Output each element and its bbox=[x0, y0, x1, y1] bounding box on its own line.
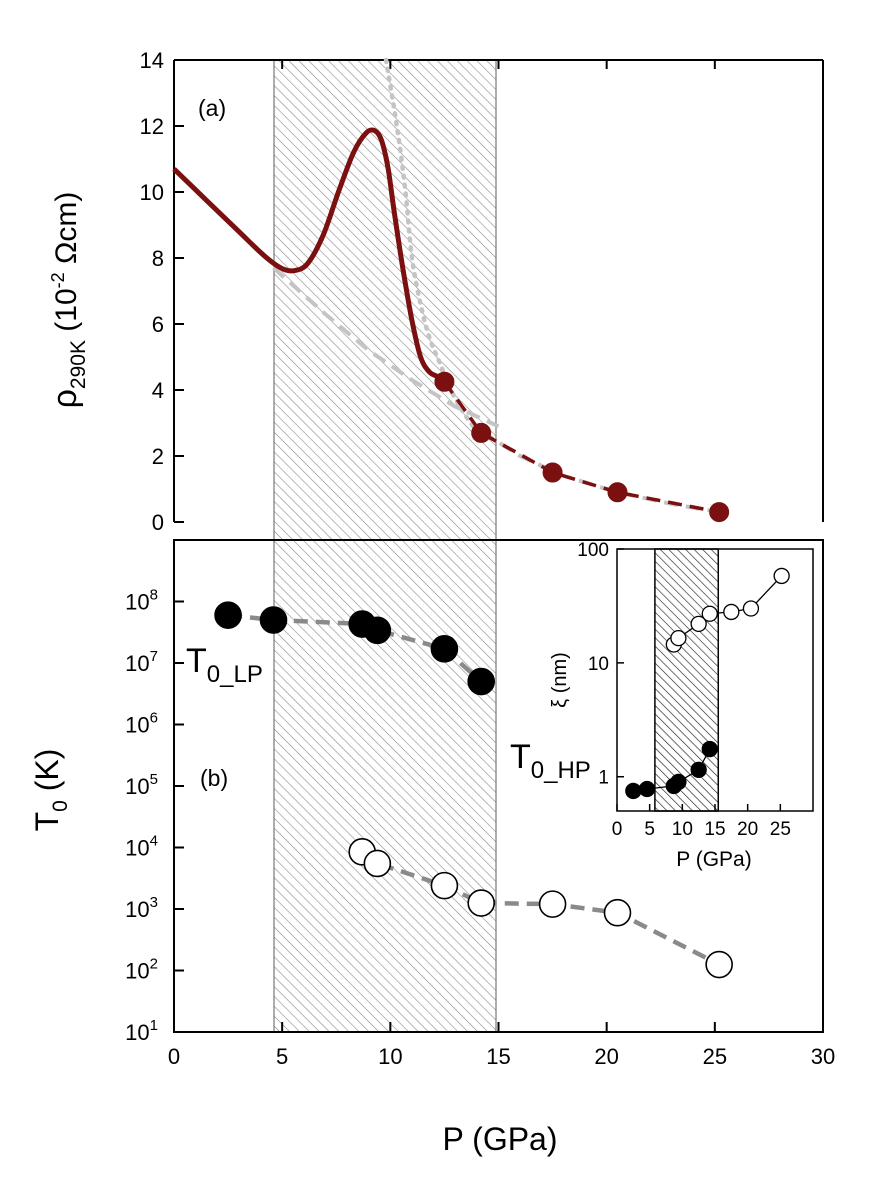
panel-b-point-T0_HP bbox=[705, 950, 733, 979]
panel-a-y-tick-label: 14 bbox=[140, 48, 164, 73]
panel-a-y-tick-label: 4 bbox=[152, 378, 164, 403]
inset-point-LP bbox=[625, 782, 642, 800]
x-tick-label: 30 bbox=[811, 1044, 835, 1069]
panel-b-y-tick-label: 103 bbox=[125, 894, 158, 922]
panel-a: 0 2 4 6 8 10 12 14 (a) ρ290K (10-2 Ωcm) bbox=[46, 48, 824, 535]
panel-a-series-line-high-pressure-fit bbox=[480, 429, 720, 515]
inset-point-LP bbox=[690, 761, 707, 778]
panel-b-label: (b) bbox=[200, 765, 228, 791]
panel-b-y-tick-label: 105 bbox=[125, 771, 158, 799]
inset-point-HP bbox=[723, 603, 740, 621]
x-tick-label: 5 bbox=[276, 1044, 288, 1069]
inset-y-tick-label: 100 bbox=[577, 540, 609, 561]
panel-a-data-point bbox=[434, 371, 455, 392]
panel-a-label: (a) bbox=[198, 95, 226, 121]
panel-a-y-tick-label: 8 bbox=[152, 246, 164, 271]
panel-b-point-T0_LP bbox=[259, 606, 288, 634]
inset-x-axis-label: P (GPa) bbox=[676, 848, 751, 871]
panel-b-point-T0_LP bbox=[363, 616, 392, 645]
shaded-pressure-region bbox=[273, 59, 497, 1033]
inset-point-HP bbox=[670, 629, 687, 647]
inset-y-tick-label: 1 bbox=[598, 768, 609, 789]
panel-a-y-tick-label: 10 bbox=[140, 180, 164, 205]
x-tick-label: 20 bbox=[594, 1044, 618, 1069]
panel-b-point-T0_LP bbox=[467, 667, 495, 696]
x-tick-label: 25 bbox=[703, 1044, 727, 1069]
panel-b-point-T0_HP bbox=[538, 890, 567, 918]
inset-point-HP bbox=[742, 600, 760, 617]
panel-b-point-T0_HP bbox=[603, 898, 632, 927]
inset-x-tick-label: 20 bbox=[737, 819, 758, 840]
panel-b-point-T0_HP bbox=[467, 889, 495, 917]
inset-x-tick-label: 10 bbox=[672, 819, 693, 840]
x-tick-label: 0 bbox=[168, 1044, 180, 1069]
panel-b-point-T0_HP bbox=[430, 871, 459, 900]
x-axis-label: P (GPa) bbox=[443, 1121, 558, 1157]
panel-b-y-tick-label: 104 bbox=[125, 833, 158, 861]
panel-a-data-point bbox=[709, 502, 730, 523]
inset-y-tick-label: 10 bbox=[588, 654, 609, 675]
x-tick-label: 15 bbox=[486, 1044, 510, 1069]
panel-a-y-tick-label: 6 bbox=[152, 312, 164, 337]
panel-a-y-axis-label: ρ290K (10-2 Ωcm) bbox=[46, 192, 90, 409]
inset-x-tick-label: 15 bbox=[704, 819, 725, 840]
x-tick-label: 10 bbox=[378, 1044, 402, 1069]
inset-panel: 1 10 100 0 5 10 15 20 25 ξ (nm) P (GPa) bbox=[549, 540, 814, 871]
panel-a-series-line-low-pressure-extrapolation bbox=[272, 266, 500, 429]
inset-x-tick-label: 0 bbox=[612, 819, 623, 840]
inset-point-LP bbox=[638, 780, 656, 798]
inset-point-LP bbox=[701, 740, 718, 758]
t0-lp-label: T0_LP bbox=[186, 642, 263, 688]
panel-b-point-T0_LP bbox=[430, 635, 459, 663]
inset-point-HP bbox=[701, 605, 718, 622]
inset-point-HP bbox=[773, 567, 790, 585]
panel-b-y-tick-label: 106 bbox=[125, 710, 158, 738]
panel-a-data-point bbox=[607, 482, 628, 503]
panel-a-y-tick-label: 2 bbox=[152, 444, 164, 469]
panel-a-y-tick-label: 12 bbox=[140, 114, 164, 139]
inset-x-tick-label: 5 bbox=[644, 819, 655, 840]
panel-b-y-tick-label: 101 bbox=[125, 1017, 158, 1045]
panel-b-y-tick-label: 107 bbox=[125, 648, 158, 676]
panel-b-y-axis-label: T0 (K) bbox=[29, 749, 72, 832]
panel-a-y-tick-label: 0 bbox=[152, 510, 164, 535]
panel-b-y-tick-label: 102 bbox=[125, 956, 158, 984]
panel-a-series-line-measured-curve bbox=[172, 127, 446, 384]
panel-a-data-point bbox=[542, 462, 563, 483]
inset-point-HP bbox=[690, 615, 707, 633]
t0-hp-label: T0_HP bbox=[510, 738, 591, 784]
panel-b-point-T0_LP bbox=[214, 601, 242, 629]
panel-a-data-point bbox=[471, 422, 492, 443]
inset-shaded-region bbox=[654, 548, 720, 812]
inset-y-axis-label: ξ (nm) bbox=[549, 652, 571, 708]
panel-b-y-tick-label: 108 bbox=[125, 587, 158, 615]
inset-x-tick-label: 25 bbox=[770, 819, 791, 840]
inset-point-LP bbox=[670, 773, 687, 791]
panel-b-point-T0_HP bbox=[363, 849, 392, 878]
